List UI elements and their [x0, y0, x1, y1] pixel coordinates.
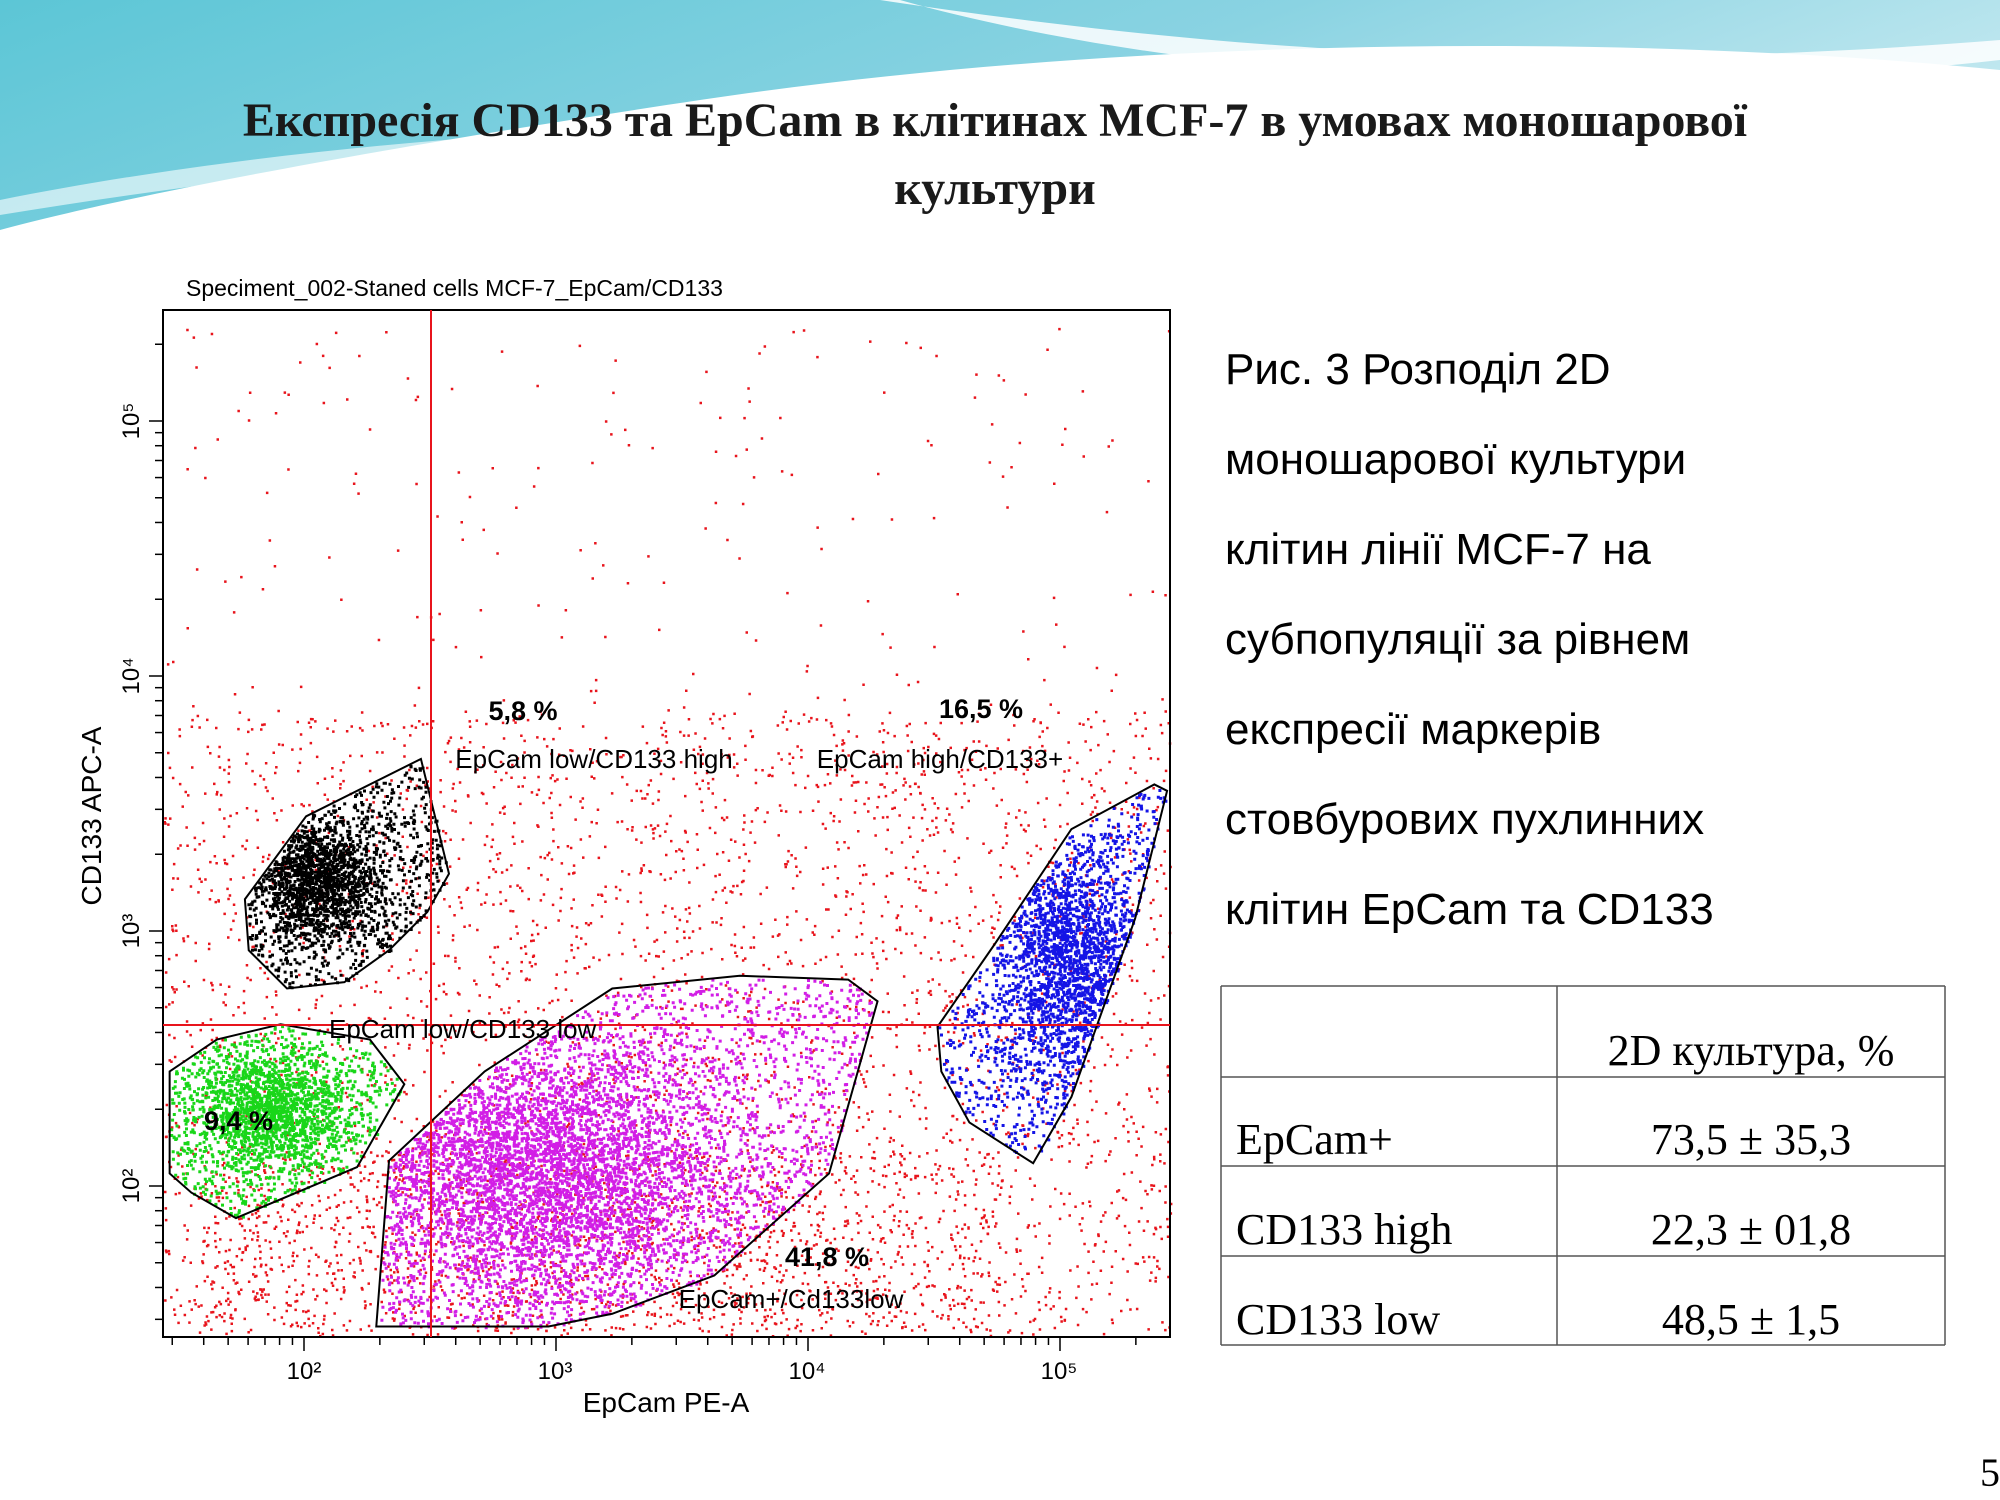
page-number: 5: [1980, 1450, 2000, 1495]
gate-percent: 41,8 %: [785, 1242, 869, 1272]
y-axis-label: CD133 APC-A: [76, 726, 107, 905]
caption-line: клітин EpCam та CD133: [1225, 885, 1714, 934]
table-header: 2D культура, %: [1608, 1026, 1895, 1075]
row-value: 22,3 ± 01,8: [1651, 1205, 1851, 1254]
plot-frame: [162, 309, 1171, 1338]
row-value: 48,5 ± 1,5: [1662, 1295, 1840, 1344]
caption-line: субпопуляції за рівнем: [1225, 615, 1690, 664]
gate-percent: 16,5 %: [939, 694, 1023, 724]
caption-line: експресії маркерів: [1225, 705, 1601, 754]
gate-percent: 5,8 %: [488, 696, 557, 726]
gate-outline: [243, 757, 451, 990]
x-tick-label: 10⁵: [1041, 1358, 1078, 1385]
caption-line: клітин лінії MCF-7 на: [1225, 525, 1651, 574]
scatter-dots: [247, 764, 448, 990]
y-tick-label: 10⁵: [118, 403, 145, 440]
gate-label: EpCam high/CD133+: [817, 744, 1063, 774]
gate-outline: [375, 974, 879, 1328]
header-wave: [0, 0, 2000, 230]
y-tick-label: 10²: [118, 1169, 145, 1204]
y-tick-label: 10⁴: [118, 657, 145, 694]
header-swoosh: [0, 123, 1100, 215]
x-axis-label: EpCam PE-A: [583, 1387, 750, 1418]
y-tick-label: 10³: [118, 914, 145, 949]
header-swoosh: [880, 0, 2000, 83]
row-label: CD133 high: [1236, 1205, 1452, 1254]
x-tick-label: 10³: [538, 1358, 573, 1385]
row-value: 73,5 ± 35,3: [1651, 1115, 1851, 1164]
gate-outline: [936, 783, 1169, 1165]
gate-label: EpCam+/Cd133low: [679, 1284, 904, 1314]
gate-label: EpCam low/CD133 high: [455, 744, 732, 774]
x-tick-label: 10²: [287, 1358, 322, 1385]
scatter-dots: [938, 789, 1168, 1154]
caption-line: моношарової культури: [1225, 435, 1686, 484]
row-label: CD133 low: [1236, 1295, 1440, 1344]
row-label: EpCam+: [1236, 1115, 1393, 1164]
slide-title: Експресія CD133 та EpCam в клітинах MCF-…: [243, 94, 1748, 147]
slide-title: культури: [894, 162, 1096, 215]
x-tick-label: 10⁴: [788, 1358, 825, 1385]
gate-label: EpCam low/CD133 low: [329, 1014, 597, 1044]
scatter-dots: [170, 1025, 403, 1219]
gate-percent: 9,4 %: [204, 1106, 273, 1136]
caption-line: Рис. 3 Розподіл 2D: [1225, 345, 1611, 394]
figure-title: Speciment_002-Staned cells MCF-7_EpCam/C…: [186, 275, 723, 301]
caption-line: стовбурових пухлинних: [1225, 795, 1704, 844]
gate-outline: [168, 1023, 406, 1220]
scatter-dots: [380, 978, 874, 1330]
